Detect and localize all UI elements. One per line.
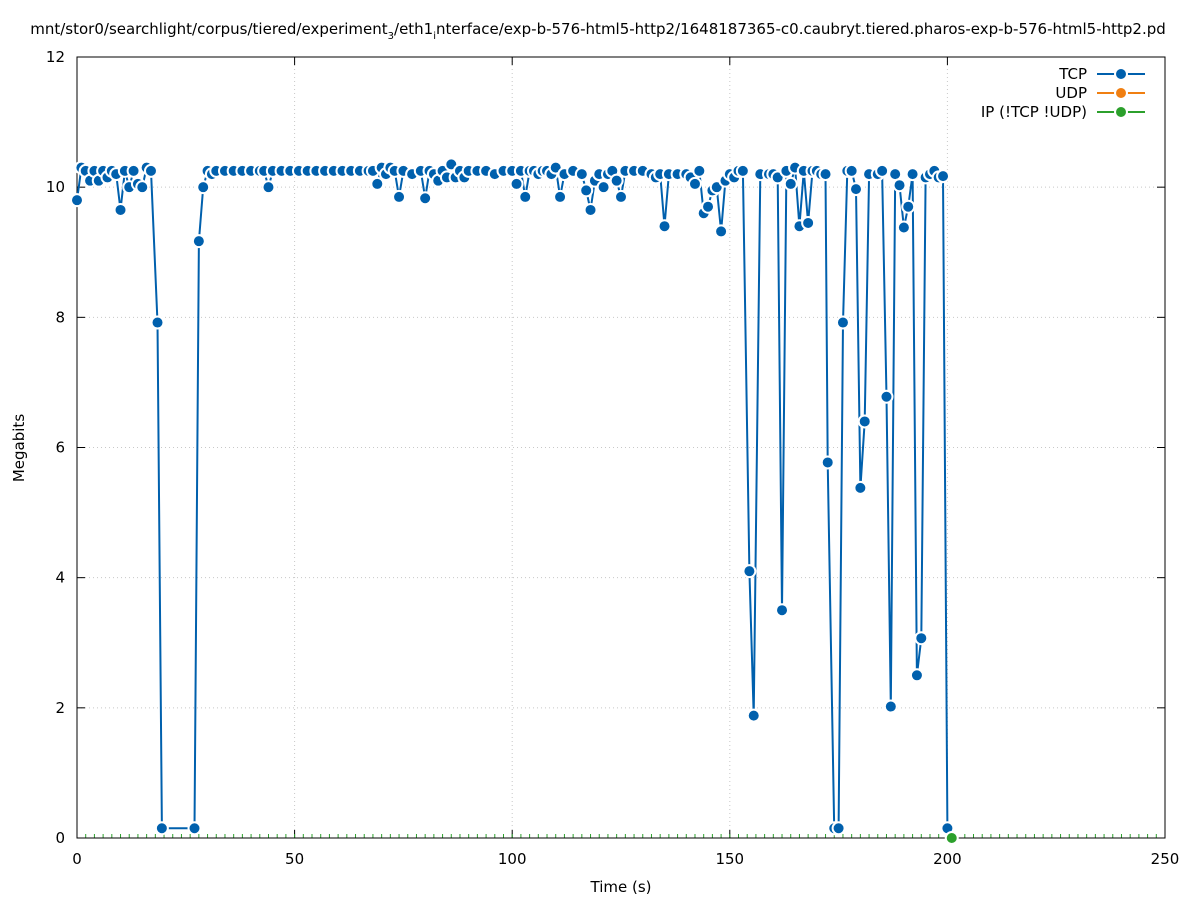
data-point: [735, 163, 750, 178]
data-point: [818, 167, 833, 182]
legend-marker: [1114, 67, 1128, 81]
x-tick-label: 0: [72, 850, 82, 868]
y-tick-label: 10: [46, 178, 65, 196]
data-point: [553, 189, 568, 204]
x-tick-label: 50: [285, 850, 304, 868]
data-point: [596, 180, 611, 195]
data-point: [614, 189, 628, 204]
data-point: [143, 163, 158, 178]
x-axis-label: Time (s): [590, 878, 652, 896]
data-point: [831, 821, 846, 836]
data-point: [714, 224, 729, 239]
data-point: [801, 215, 816, 230]
data-point: [896, 220, 911, 235]
x-tick-label: 100: [498, 850, 527, 868]
x-tick-label: 150: [715, 850, 744, 868]
data-point: [657, 219, 672, 234]
y-axis-label: Megabits: [10, 414, 28, 482]
data-point: [901, 199, 916, 214]
data-point: [742, 564, 757, 579]
data-point: [905, 167, 920, 182]
series-layer: [70, 157, 959, 845]
y-tick-label: 2: [55, 699, 65, 717]
y-tick-label: 0: [55, 829, 65, 847]
data-point: [909, 668, 924, 683]
data-point: [135, 180, 150, 195]
data-point: [609, 173, 624, 188]
data-point: [783, 176, 798, 191]
data-point: [746, 708, 761, 723]
data-point: [844, 163, 859, 178]
series-ip-tcp-udp: [944, 831, 959, 845]
data-point: [187, 821, 202, 836]
data-point: [154, 821, 169, 836]
data-point: [418, 191, 433, 206]
data-point: [875, 163, 890, 178]
legend-marker: [1114, 86, 1128, 100]
data-point: [849, 182, 864, 197]
data-point: [879, 389, 894, 404]
data-point: [835, 315, 850, 330]
data-point: [857, 414, 872, 429]
data-point: [574, 167, 589, 182]
plot-frame: [76, 56, 1166, 839]
data-point: [692, 163, 707, 178]
x-tick-label: 200: [933, 850, 962, 868]
data-point: [126, 163, 141, 178]
data-point: [70, 193, 84, 208]
data-point: [944, 831, 959, 845]
data-point: [261, 180, 276, 195]
data-point: [687, 176, 702, 191]
y-tick-label: 8: [55, 308, 65, 326]
data-point: [820, 455, 835, 470]
data-point: [196, 180, 211, 195]
data-point: [775, 603, 790, 618]
y-tick-label: 12: [46, 48, 65, 66]
data-point: [370, 176, 385, 191]
data-point: [892, 178, 907, 193]
x-tick-label: 250: [1151, 850, 1180, 868]
data-point: [191, 234, 206, 249]
series-line: [76, 161, 949, 830]
legend-label: UDP: [1055, 84, 1087, 102]
grid: [77, 57, 1165, 838]
data-point: [853, 480, 868, 495]
data-point: [150, 315, 165, 330]
y-tick-label: 4: [55, 569, 65, 587]
tick-labels: 0 50 100 150 200 250 0 2 4 6 8 10 12: [46, 48, 1179, 868]
data-point: [883, 699, 898, 714]
data-point: [518, 189, 533, 204]
data-point: [509, 176, 524, 191]
y-tick-label: 6: [55, 439, 65, 457]
legend-marker: [1114, 105, 1128, 119]
chart-title: mnt/stor0/searchlight/corpus/tiered/expe…: [30, 20, 1166, 42]
legend-label: TCP: [1058, 65, 1087, 83]
data-point: [936, 169, 951, 184]
series-tcp: [70, 157, 955, 836]
data-point: [583, 202, 598, 217]
data-point: [579, 183, 594, 198]
data-point: [113, 202, 128, 217]
data-point: [914, 631, 929, 646]
data-point: [392, 189, 407, 204]
legend-label: IP (!TCP !UDP): [981, 103, 1087, 121]
data-point: [701, 199, 716, 214]
